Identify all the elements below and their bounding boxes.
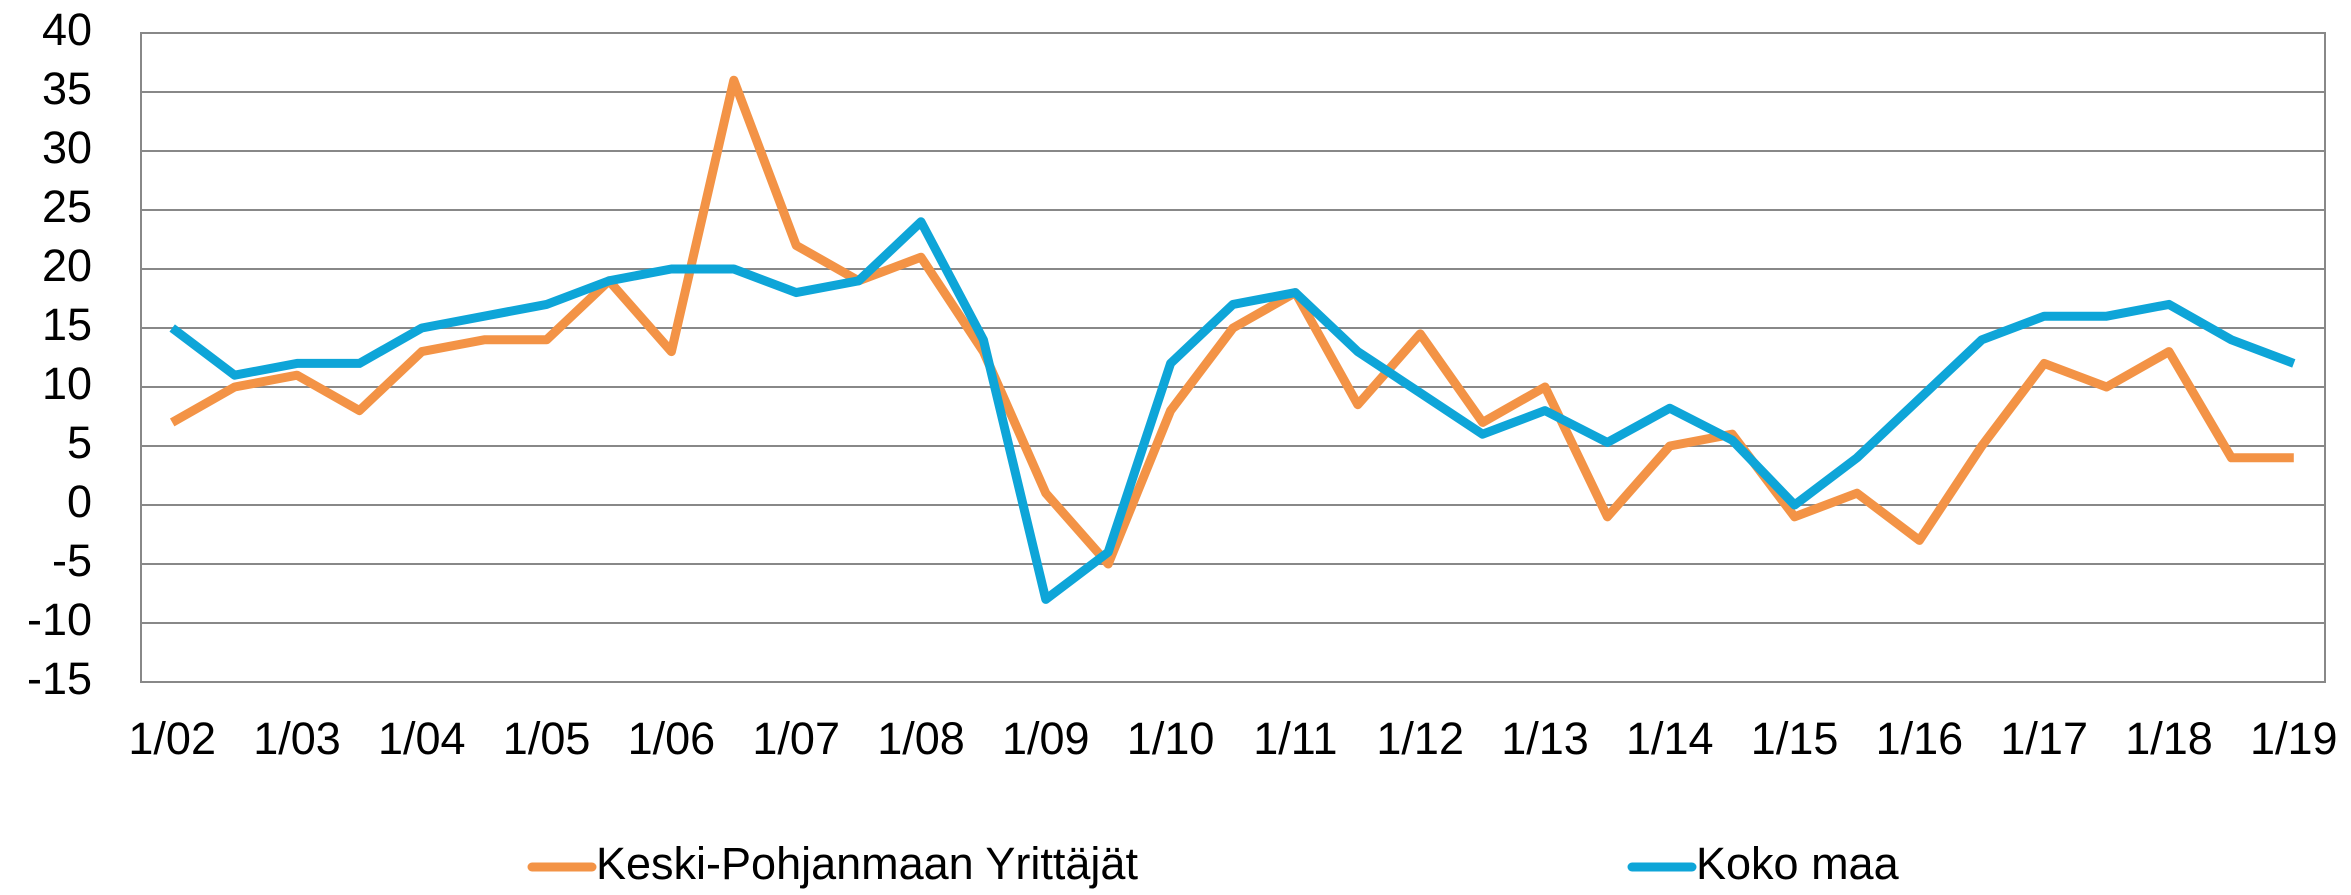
y-tick-label: -10 (27, 594, 92, 645)
x-tick-label: 1/19 (2250, 713, 2338, 764)
y-tick-label: 10 (42, 358, 92, 409)
legend-label: Koko maa (1696, 838, 1900, 889)
x-tick-label: 1/10 (1127, 713, 1215, 764)
x-tick-label: 1/09 (1002, 713, 1090, 764)
x-tick-label: 1/14 (1626, 713, 1714, 764)
y-tick-label: 40 (42, 4, 92, 55)
x-tick-label: 1/11 (1253, 713, 1337, 764)
x-tick-label: 1/03 (253, 713, 341, 764)
series-line (169, 217, 2296, 604)
y-tick-label: 0 (67, 476, 92, 527)
legend-label: Keski-Pohjanmaan Yrittäjät (596, 838, 1138, 889)
y-tick-label: 20 (42, 240, 92, 291)
x-tick-label: 1/02 (128, 713, 216, 764)
x-tick-label: 1/13 (1501, 713, 1589, 764)
x-tick-label: 1/15 (1751, 713, 1839, 764)
y-tick-label: 5 (67, 417, 92, 468)
x-tick-label: 1/05 (503, 713, 591, 764)
y-tick-label: 30 (42, 122, 92, 173)
y-tick-label: -5 (52, 535, 92, 586)
series-line (169, 75, 2294, 569)
x-tick-label: 1/12 (1376, 713, 1464, 764)
y-tick-label: 35 (42, 63, 92, 114)
x-tick-label: 1/07 (752, 713, 840, 764)
y-tick-label: 25 (42, 181, 92, 232)
x-tick-label: 1/17 (2000, 713, 2088, 764)
plot-area (140, 32, 2326, 683)
x-tick-label: 1/06 (628, 713, 716, 764)
x-tick-label: 1/16 (1876, 713, 1964, 764)
y-tick-label: -15 (27, 653, 92, 704)
x-tick-label: 1/04 (378, 713, 466, 764)
x-tick-label: 1/08 (877, 713, 965, 764)
y-tick-label: 15 (42, 299, 92, 350)
x-tick-label: 1/18 (2125, 713, 2213, 764)
